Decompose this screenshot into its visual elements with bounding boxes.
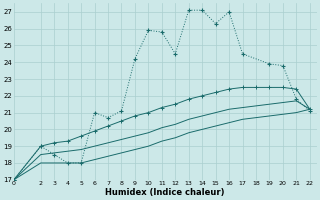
X-axis label: Humidex (Indice chaleur): Humidex (Indice chaleur) [106, 188, 225, 197]
